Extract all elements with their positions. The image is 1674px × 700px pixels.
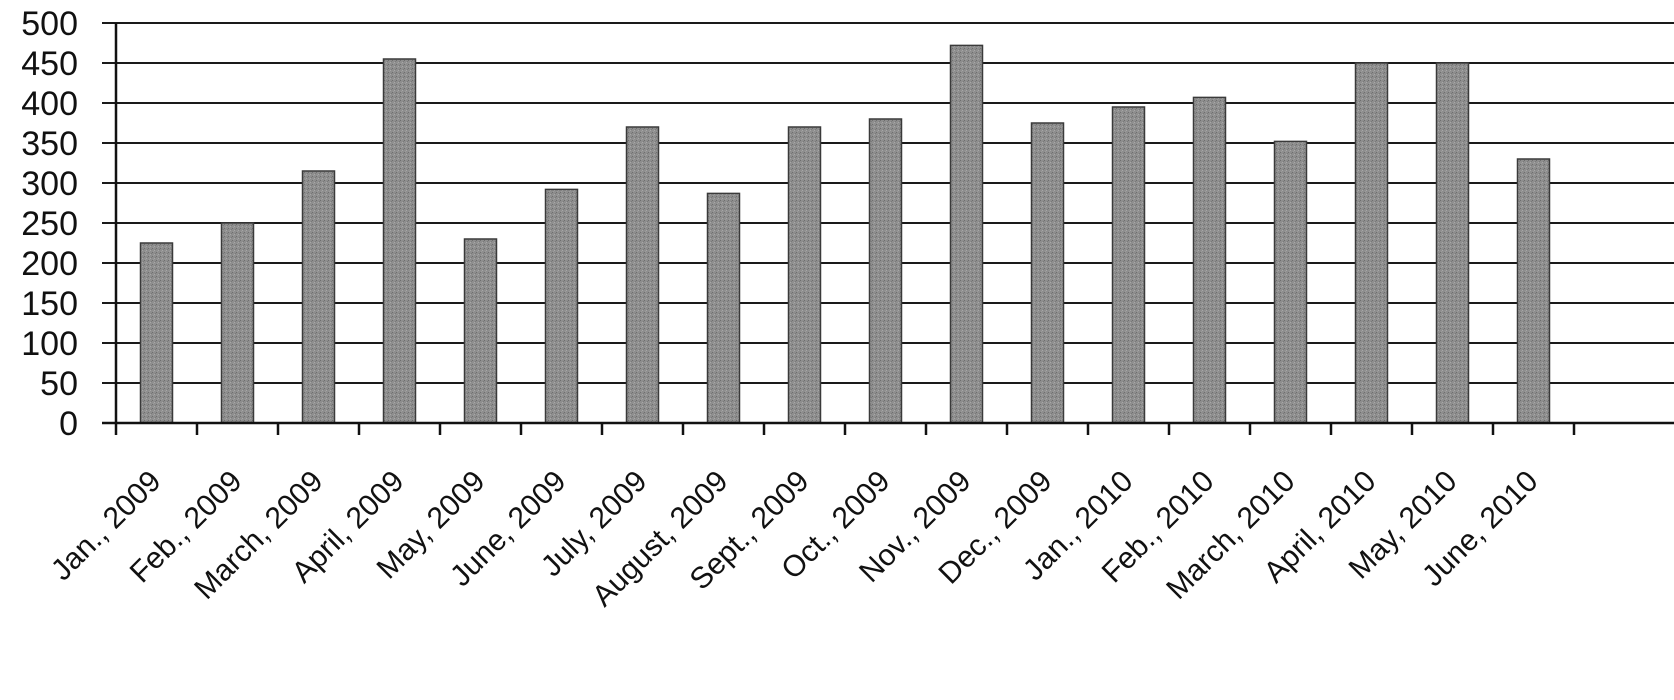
- bar: [1516, 158, 1551, 424]
- bar: [1192, 96, 1227, 424]
- y-tick-label: 400: [21, 85, 78, 123]
- y-tick-label: 100: [21, 325, 78, 363]
- y-tick-label: 300: [21, 165, 78, 203]
- bar: [1111, 106, 1146, 424]
- bar: [463, 238, 498, 424]
- bar: [139, 242, 174, 424]
- bar: [301, 170, 336, 424]
- y-tick-label: 450: [21, 45, 78, 83]
- y-tick-label: 500: [21, 5, 78, 43]
- bar: [220, 222, 255, 424]
- bar: [787, 126, 822, 424]
- bar: [1030, 122, 1065, 424]
- bar: [1435, 62, 1470, 424]
- bar: [625, 126, 660, 424]
- bar: [868, 118, 903, 424]
- y-tick-label: 350: [21, 125, 78, 163]
- y-tick-label: 250: [21, 205, 78, 243]
- y-tick-label: 0: [59, 405, 78, 443]
- bar: [1273, 140, 1308, 424]
- bar: [382, 58, 417, 424]
- bar: [1354, 62, 1389, 424]
- y-tick-label: 200: [21, 245, 78, 283]
- bar: [949, 44, 984, 424]
- y-tick-label: 150: [21, 285, 78, 323]
- y-tick-label: 50: [40, 365, 78, 403]
- bar: [706, 192, 741, 424]
- axes: [102, 23, 1674, 435]
- bar: [544, 188, 579, 424]
